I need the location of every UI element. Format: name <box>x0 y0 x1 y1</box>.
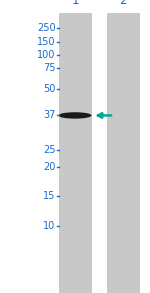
Bar <box>106 13 140 293</box>
Bar <box>58 13 92 293</box>
Text: 25: 25 <box>43 145 56 155</box>
Text: 37: 37 <box>43 110 56 120</box>
Text: 150: 150 <box>37 37 56 47</box>
Text: 10: 10 <box>43 221 56 231</box>
Text: 50: 50 <box>43 84 56 94</box>
Text: 1: 1 <box>71 0 79 7</box>
Text: 250: 250 <box>37 23 56 33</box>
Text: 2: 2 <box>119 0 127 7</box>
Text: 20: 20 <box>43 162 56 172</box>
Text: 75: 75 <box>43 63 56 73</box>
Text: 100: 100 <box>37 50 56 60</box>
Text: 15: 15 <box>43 191 56 201</box>
Ellipse shape <box>58 112 92 119</box>
